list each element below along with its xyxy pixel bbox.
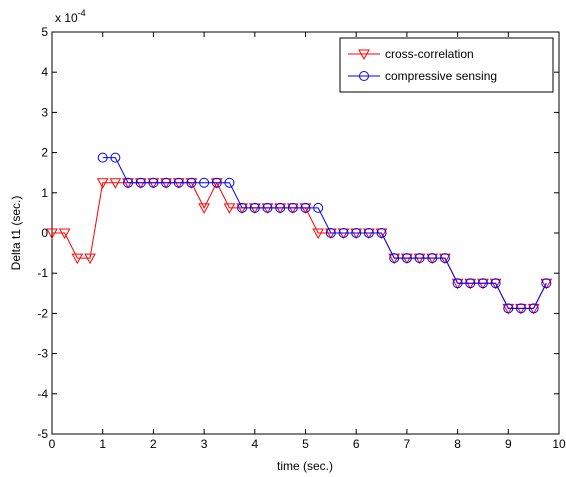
point [223,203,236,214]
point [84,253,96,265]
y-tick-label: 2 [41,146,48,160]
x-tick-label: 8 [454,437,461,451]
point [71,253,84,265]
point [515,303,526,314]
legend-label: compressive sensing [385,69,497,83]
y-multiplier-exponent: -4 [78,8,86,18]
y-tick-label: -1 [37,266,48,280]
point [46,228,58,240]
y-tick-label: 3 [41,105,48,119]
point [97,152,108,163]
line [102,157,547,309]
point [541,278,552,289]
point [325,228,336,238]
point [110,152,121,163]
y-multiplier-base: x 10 [55,11,78,25]
legend: cross-correlation compressive sensing [339,37,554,93]
point [287,202,298,213]
point [198,203,210,214]
x-tick-label: 9 [505,437,512,451]
point [313,202,324,213]
series [97,152,552,314]
point [249,202,260,213]
point [161,177,172,188]
point [275,202,286,213]
point [224,177,235,188]
point [237,202,248,213]
legend-marker [359,71,369,81]
y-tick-label: 1 [41,186,48,200]
point [186,177,197,188]
y-tick-label: -3 [37,347,48,361]
point [477,278,488,289]
plot-area [51,31,560,435]
x-tick-label: 2 [150,437,157,451]
point [123,177,134,188]
point [528,303,539,314]
point [439,253,450,264]
y-tick-label: -2 [37,306,48,320]
y-tick-label: -4 [37,387,48,401]
x-tick-label: 5 [302,437,309,451]
point [109,178,122,189]
y-tick-label: 4 [41,65,48,79]
x-tick-label: 3 [201,437,208,451]
x-axis-label: time (sec.) [277,459,333,473]
point [96,178,109,189]
point [452,278,463,289]
point [173,177,184,188]
point [465,278,476,289]
point [338,228,349,238]
y-tick-label: 5 [41,25,48,39]
point [503,303,514,314]
legend-box [339,37,554,93]
legend-label: cross-correlation [385,47,474,61]
x-tick-label: 6 [353,437,360,451]
point [351,228,362,238]
point [262,202,273,213]
point [135,177,146,188]
legend-marker [358,49,370,61]
x-tick-label: 1 [99,437,106,451]
y-tick-label: 0 [41,226,48,240]
point [427,253,438,264]
point [148,177,159,188]
point [199,177,210,188]
x-tick-label: 7 [404,437,411,451]
point [376,228,387,238]
point [389,253,400,264]
point [300,202,311,213]
point [312,228,325,240]
y-axis-label: Delta t1 (sec.) [9,196,23,271]
x-tick-label: 10 [552,437,566,451]
y-multiplier: x 10-4 [55,8,86,25]
point [211,177,222,188]
point [401,253,412,264]
point [490,278,501,289]
x-tick-label: 0 [49,437,56,451]
point [58,228,71,240]
point [414,253,425,264]
y-tick-label: -5 [37,427,48,441]
point [363,228,374,238]
x-tick-label: 4 [251,437,258,451]
